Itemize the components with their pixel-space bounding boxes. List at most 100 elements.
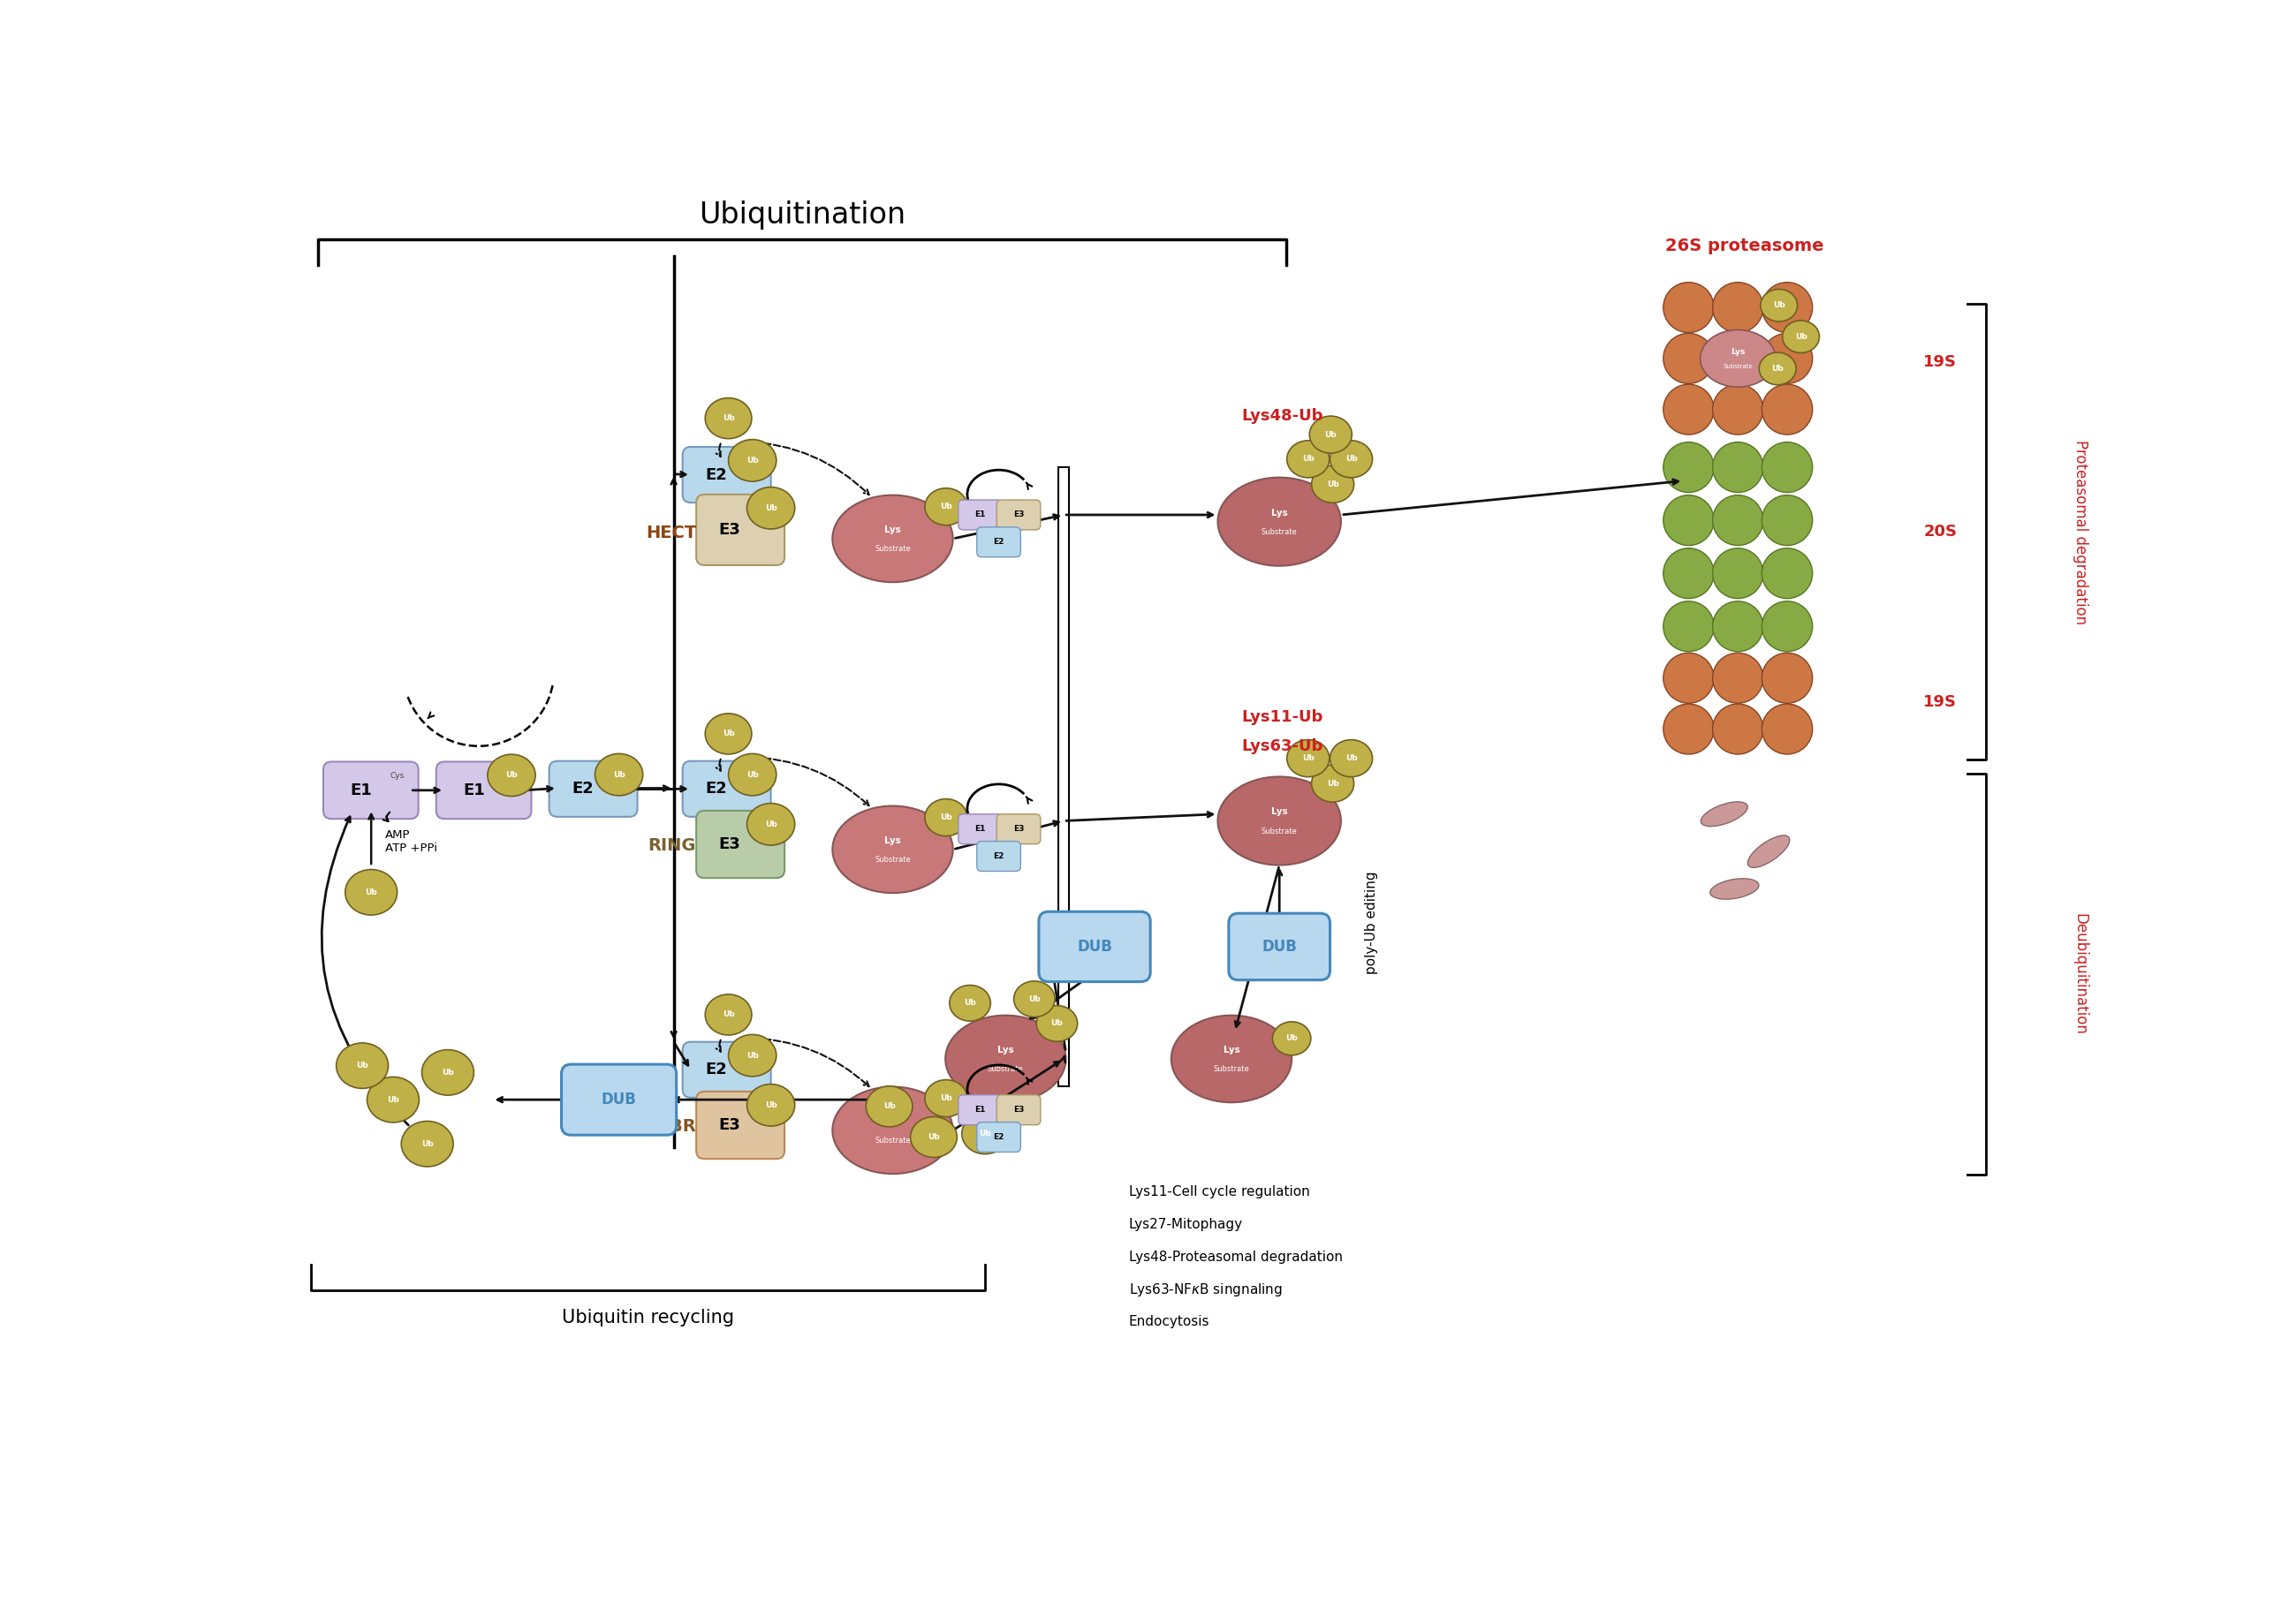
Ellipse shape — [833, 1087, 953, 1174]
Text: Cys: Cys — [758, 821, 771, 828]
Ellipse shape — [951, 985, 990, 1021]
Text: Ubiquitin recycling: Ubiquitin recycling — [563, 1309, 735, 1327]
Text: E3: E3 — [1013, 1106, 1024, 1114]
Text: Ub: Ub — [964, 1000, 976, 1008]
Text: E3: E3 — [1013, 824, 1024, 832]
Ellipse shape — [367, 1077, 420, 1122]
Text: Ub: Ub — [978, 1130, 992, 1138]
FancyBboxPatch shape — [1038, 911, 1150, 982]
FancyBboxPatch shape — [696, 1092, 785, 1159]
Text: E3: E3 — [719, 1117, 742, 1133]
Ellipse shape — [1309, 415, 1352, 452]
Text: Cys: Cys — [390, 773, 404, 779]
Ellipse shape — [746, 488, 794, 530]
Text: Lys11-Ub: Lys11-Ub — [1242, 710, 1322, 726]
Ellipse shape — [1713, 385, 1763, 435]
Ellipse shape — [1662, 601, 1713, 652]
Ellipse shape — [1329, 739, 1373, 778]
Text: Ub: Ub — [1773, 301, 1784, 309]
Text: Proteasomal degradation: Proteasomal degradation — [2071, 440, 2087, 625]
Text: E2: E2 — [994, 1133, 1003, 1141]
FancyBboxPatch shape — [1228, 913, 1329, 980]
Ellipse shape — [487, 755, 535, 797]
Text: Lys: Lys — [884, 836, 900, 845]
Text: Ub: Ub — [746, 1051, 758, 1059]
FancyBboxPatch shape — [996, 815, 1040, 844]
Text: Cys: Cys — [744, 771, 758, 779]
FancyBboxPatch shape — [324, 762, 418, 819]
Ellipse shape — [925, 799, 967, 836]
Text: Ub: Ub — [765, 504, 776, 512]
Ellipse shape — [746, 1084, 794, 1125]
Text: Endocytosis: Endocytosis — [1130, 1315, 1210, 1328]
Text: E1: E1 — [464, 782, 484, 799]
Ellipse shape — [1662, 654, 1713, 704]
Ellipse shape — [728, 1035, 776, 1077]
Ellipse shape — [1662, 385, 1713, 435]
Ellipse shape — [1713, 654, 1763, 704]
Text: Lys: Lys — [1272, 808, 1288, 816]
Text: Ub: Ub — [1325, 430, 1336, 438]
Text: Substrate: Substrate — [875, 855, 912, 863]
Text: E1: E1 — [976, 510, 985, 518]
Text: Ub: Ub — [939, 502, 953, 510]
Text: Lys63-NF$\kappa$B singnaling: Lys63-NF$\kappa$B singnaling — [1130, 1282, 1283, 1298]
Ellipse shape — [422, 1050, 473, 1095]
FancyBboxPatch shape — [682, 448, 771, 502]
Text: poly-Ub editing: poly-Ub editing — [1366, 871, 1378, 974]
Text: Lys63-Ub: Lys63-Ub — [1242, 737, 1322, 753]
Text: E2: E2 — [705, 781, 728, 797]
Text: Substrate: Substrate — [1261, 828, 1297, 836]
Text: DUB: DUB — [1263, 939, 1297, 955]
Text: Cys: Cys — [758, 504, 771, 512]
Ellipse shape — [1761, 496, 1812, 546]
Ellipse shape — [925, 1080, 967, 1117]
Text: Lys11-Cell cycle regulation: Lys11-Cell cycle regulation — [1130, 1185, 1309, 1198]
Ellipse shape — [912, 1117, 957, 1158]
Ellipse shape — [1713, 547, 1763, 599]
Ellipse shape — [1761, 282, 1812, 333]
Ellipse shape — [833, 807, 953, 894]
FancyBboxPatch shape — [563, 1064, 677, 1135]
Text: Substrate: Substrate — [1215, 1066, 1249, 1072]
Ellipse shape — [728, 440, 776, 481]
Text: Ub: Ub — [1327, 480, 1339, 488]
Text: 20S: 20S — [1924, 523, 1956, 539]
Text: E2: E2 — [994, 852, 1003, 860]
Ellipse shape — [1713, 496, 1763, 546]
Text: Ub: Ub — [356, 1061, 367, 1069]
Ellipse shape — [344, 869, 397, 914]
Ellipse shape — [1782, 320, 1818, 353]
Ellipse shape — [866, 1087, 912, 1127]
Text: E3: E3 — [719, 522, 742, 538]
Text: Ub: Ub — [884, 1103, 895, 1111]
Text: Ub: Ub — [1795, 333, 1807, 341]
Ellipse shape — [1761, 601, 1812, 652]
Text: Ub: Ub — [939, 813, 953, 821]
Text: Ub: Ub — [928, 1133, 939, 1141]
Ellipse shape — [962, 1114, 1008, 1154]
Text: AMP
ATP +PPi: AMP ATP +PPi — [386, 829, 436, 853]
Text: Ub: Ub — [1302, 456, 1313, 464]
Ellipse shape — [1713, 601, 1763, 652]
FancyBboxPatch shape — [976, 1122, 1022, 1153]
FancyBboxPatch shape — [957, 1095, 1001, 1125]
Text: Lys: Lys — [1731, 348, 1745, 356]
Ellipse shape — [1329, 441, 1373, 478]
Text: Ub: Ub — [1286, 1035, 1297, 1042]
FancyBboxPatch shape — [436, 762, 530, 819]
Text: Substrate: Substrate — [1261, 528, 1297, 536]
FancyBboxPatch shape — [957, 499, 1001, 530]
FancyBboxPatch shape — [696, 811, 785, 877]
Text: Ub: Ub — [1052, 1019, 1063, 1027]
FancyBboxPatch shape — [996, 1095, 1040, 1125]
Ellipse shape — [705, 995, 751, 1035]
Text: Ub: Ub — [746, 457, 758, 464]
Text: Ub: Ub — [441, 1069, 455, 1077]
Ellipse shape — [1272, 1022, 1311, 1055]
Text: RING: RING — [647, 837, 696, 855]
Text: E2: E2 — [994, 538, 1003, 546]
Ellipse shape — [728, 753, 776, 795]
Text: Lys48-Ub: Lys48-Ub — [1242, 409, 1322, 423]
Text: E2: E2 — [705, 1063, 728, 1077]
